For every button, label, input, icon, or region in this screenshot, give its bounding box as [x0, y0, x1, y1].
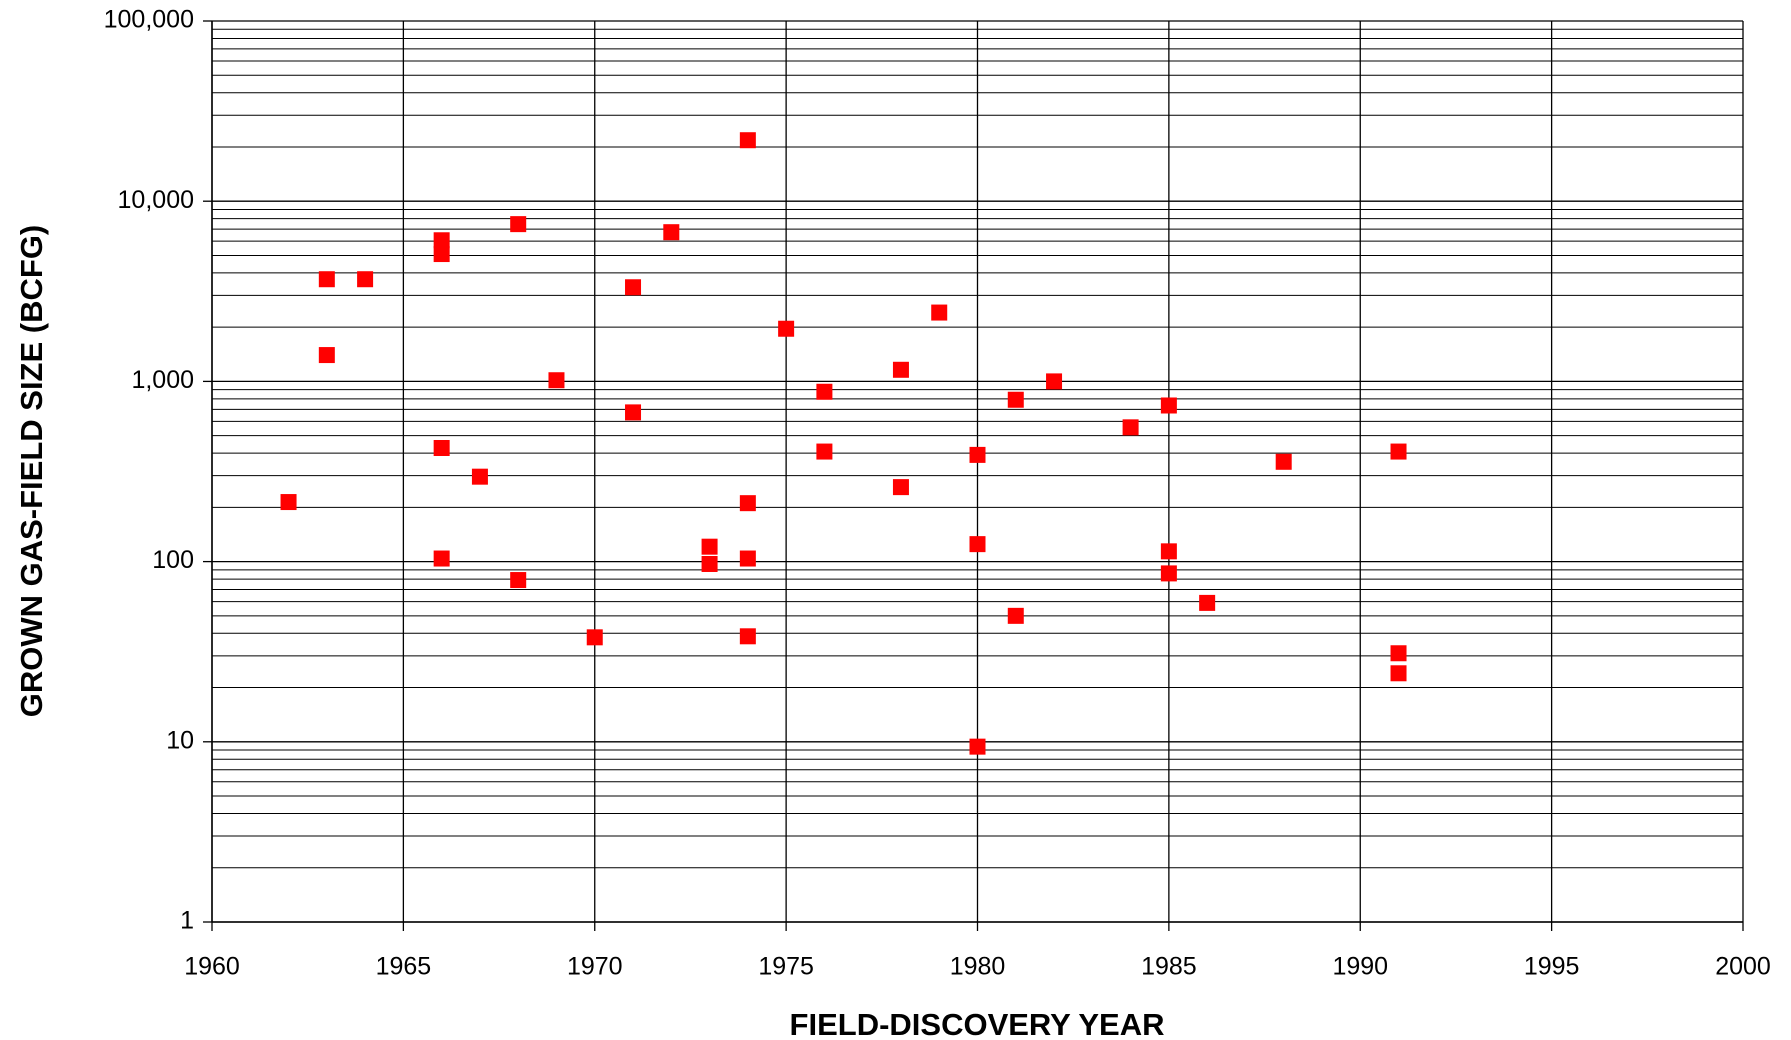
- point: [1275, 453, 1292, 470]
- x-tick-label: 1985: [1141, 953, 1197, 981]
- point: [892, 479, 909, 496]
- point: [892, 361, 909, 378]
- x-tick-label: 1990: [1332, 953, 1388, 981]
- point: [433, 550, 450, 567]
- x-tick-label: 1970: [567, 953, 623, 981]
- point: [1390, 645, 1407, 662]
- point: [1390, 665, 1407, 682]
- point: [548, 372, 565, 389]
- x-tick-label: 1965: [376, 953, 432, 981]
- y-tick-label: 1,000: [131, 366, 194, 394]
- y-tick-label: 10: [166, 726, 194, 754]
- point: [816, 443, 833, 460]
- point: [625, 279, 642, 296]
- x-tick-label: 2000: [1715, 953, 1771, 981]
- point: [318, 271, 335, 288]
- point: [1199, 594, 1216, 611]
- point: [586, 629, 603, 646]
- point: [969, 536, 986, 553]
- point: [510, 572, 527, 589]
- point: [510, 216, 527, 233]
- x-axis-title: FIELD-DISCOVERY YEAR: [790, 1007, 1165, 1040]
- y-tick-label: 100: [152, 546, 194, 574]
- point: [357, 271, 374, 288]
- x-tick-label: 1975: [758, 953, 814, 981]
- x-tick-label: 1980: [950, 953, 1006, 981]
- point: [1122, 419, 1139, 436]
- point: [1160, 565, 1177, 582]
- point: [701, 538, 718, 555]
- point: [739, 132, 756, 149]
- point: [816, 383, 833, 400]
- point: [778, 320, 795, 337]
- point: [739, 550, 756, 567]
- point: [1390, 443, 1407, 460]
- point: [931, 304, 948, 321]
- x-tick-label: 1960: [184, 953, 240, 981]
- point: [1046, 373, 1063, 390]
- point: [663, 224, 680, 241]
- point: [433, 232, 450, 249]
- point: [625, 404, 642, 421]
- point: [433, 246, 450, 263]
- point: [1007, 391, 1024, 408]
- point: [1007, 607, 1024, 624]
- y-tick-label: 1: [180, 907, 194, 935]
- point: [739, 495, 756, 512]
- y-tick-label: 10,000: [118, 186, 194, 214]
- point: [739, 628, 756, 645]
- point: [318, 347, 335, 364]
- point: [969, 446, 986, 463]
- point: [471, 468, 488, 485]
- y-tick-label: 100,000: [104, 6, 194, 34]
- x-tick-label: 1995: [1524, 953, 1580, 981]
- point: [1160, 397, 1177, 414]
- point: [701, 555, 718, 572]
- point: [280, 494, 297, 511]
- point: [1160, 543, 1177, 560]
- point: [433, 439, 450, 456]
- y-axis-title: GROWN GAS-FIELD SIZE (BCFG): [14, 225, 49, 718]
- point: [969, 738, 986, 755]
